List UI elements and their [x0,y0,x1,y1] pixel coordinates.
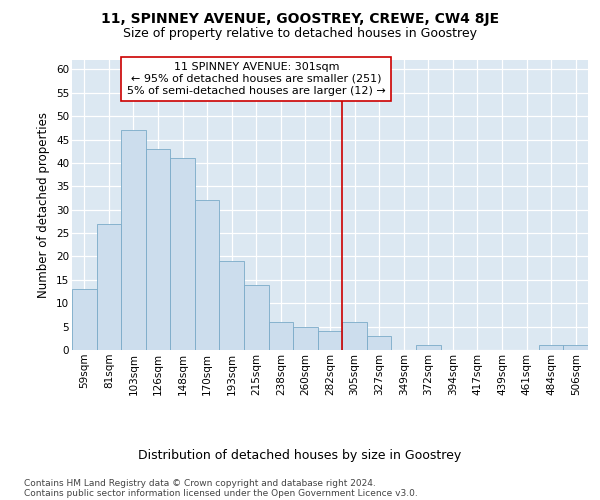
Bar [195,200,220,350]
Bar [367,336,391,350]
Bar [121,130,146,350]
Bar [318,332,342,350]
Bar [269,322,293,350]
Bar [72,289,97,350]
Bar [539,346,563,350]
Y-axis label: Number of detached properties: Number of detached properties [37,112,50,298]
Bar [342,322,367,350]
Bar [146,149,170,350]
Text: 11, SPINNEY AVENUE, GOOSTREY, CREWE, CW4 8JE: 11, SPINNEY AVENUE, GOOSTREY, CREWE, CW4… [101,12,499,26]
Bar [244,284,269,350]
Text: 11 SPINNEY AVENUE: 301sqm
← 95% of detached houses are smaller (251)
5% of semi-: 11 SPINNEY AVENUE: 301sqm ← 95% of detac… [127,62,386,96]
Text: Contains HM Land Registry data © Crown copyright and database right 2024.: Contains HM Land Registry data © Crown c… [24,479,376,488]
Bar [416,346,440,350]
Text: Size of property relative to detached houses in Goostrey: Size of property relative to detached ho… [123,28,477,40]
Bar [220,261,244,350]
Bar [170,158,195,350]
Bar [293,326,318,350]
Text: Distribution of detached houses by size in Goostrey: Distribution of detached houses by size … [139,450,461,462]
Text: Contains public sector information licensed under the Open Government Licence v3: Contains public sector information licen… [24,489,418,498]
Bar [563,346,588,350]
Bar [97,224,121,350]
